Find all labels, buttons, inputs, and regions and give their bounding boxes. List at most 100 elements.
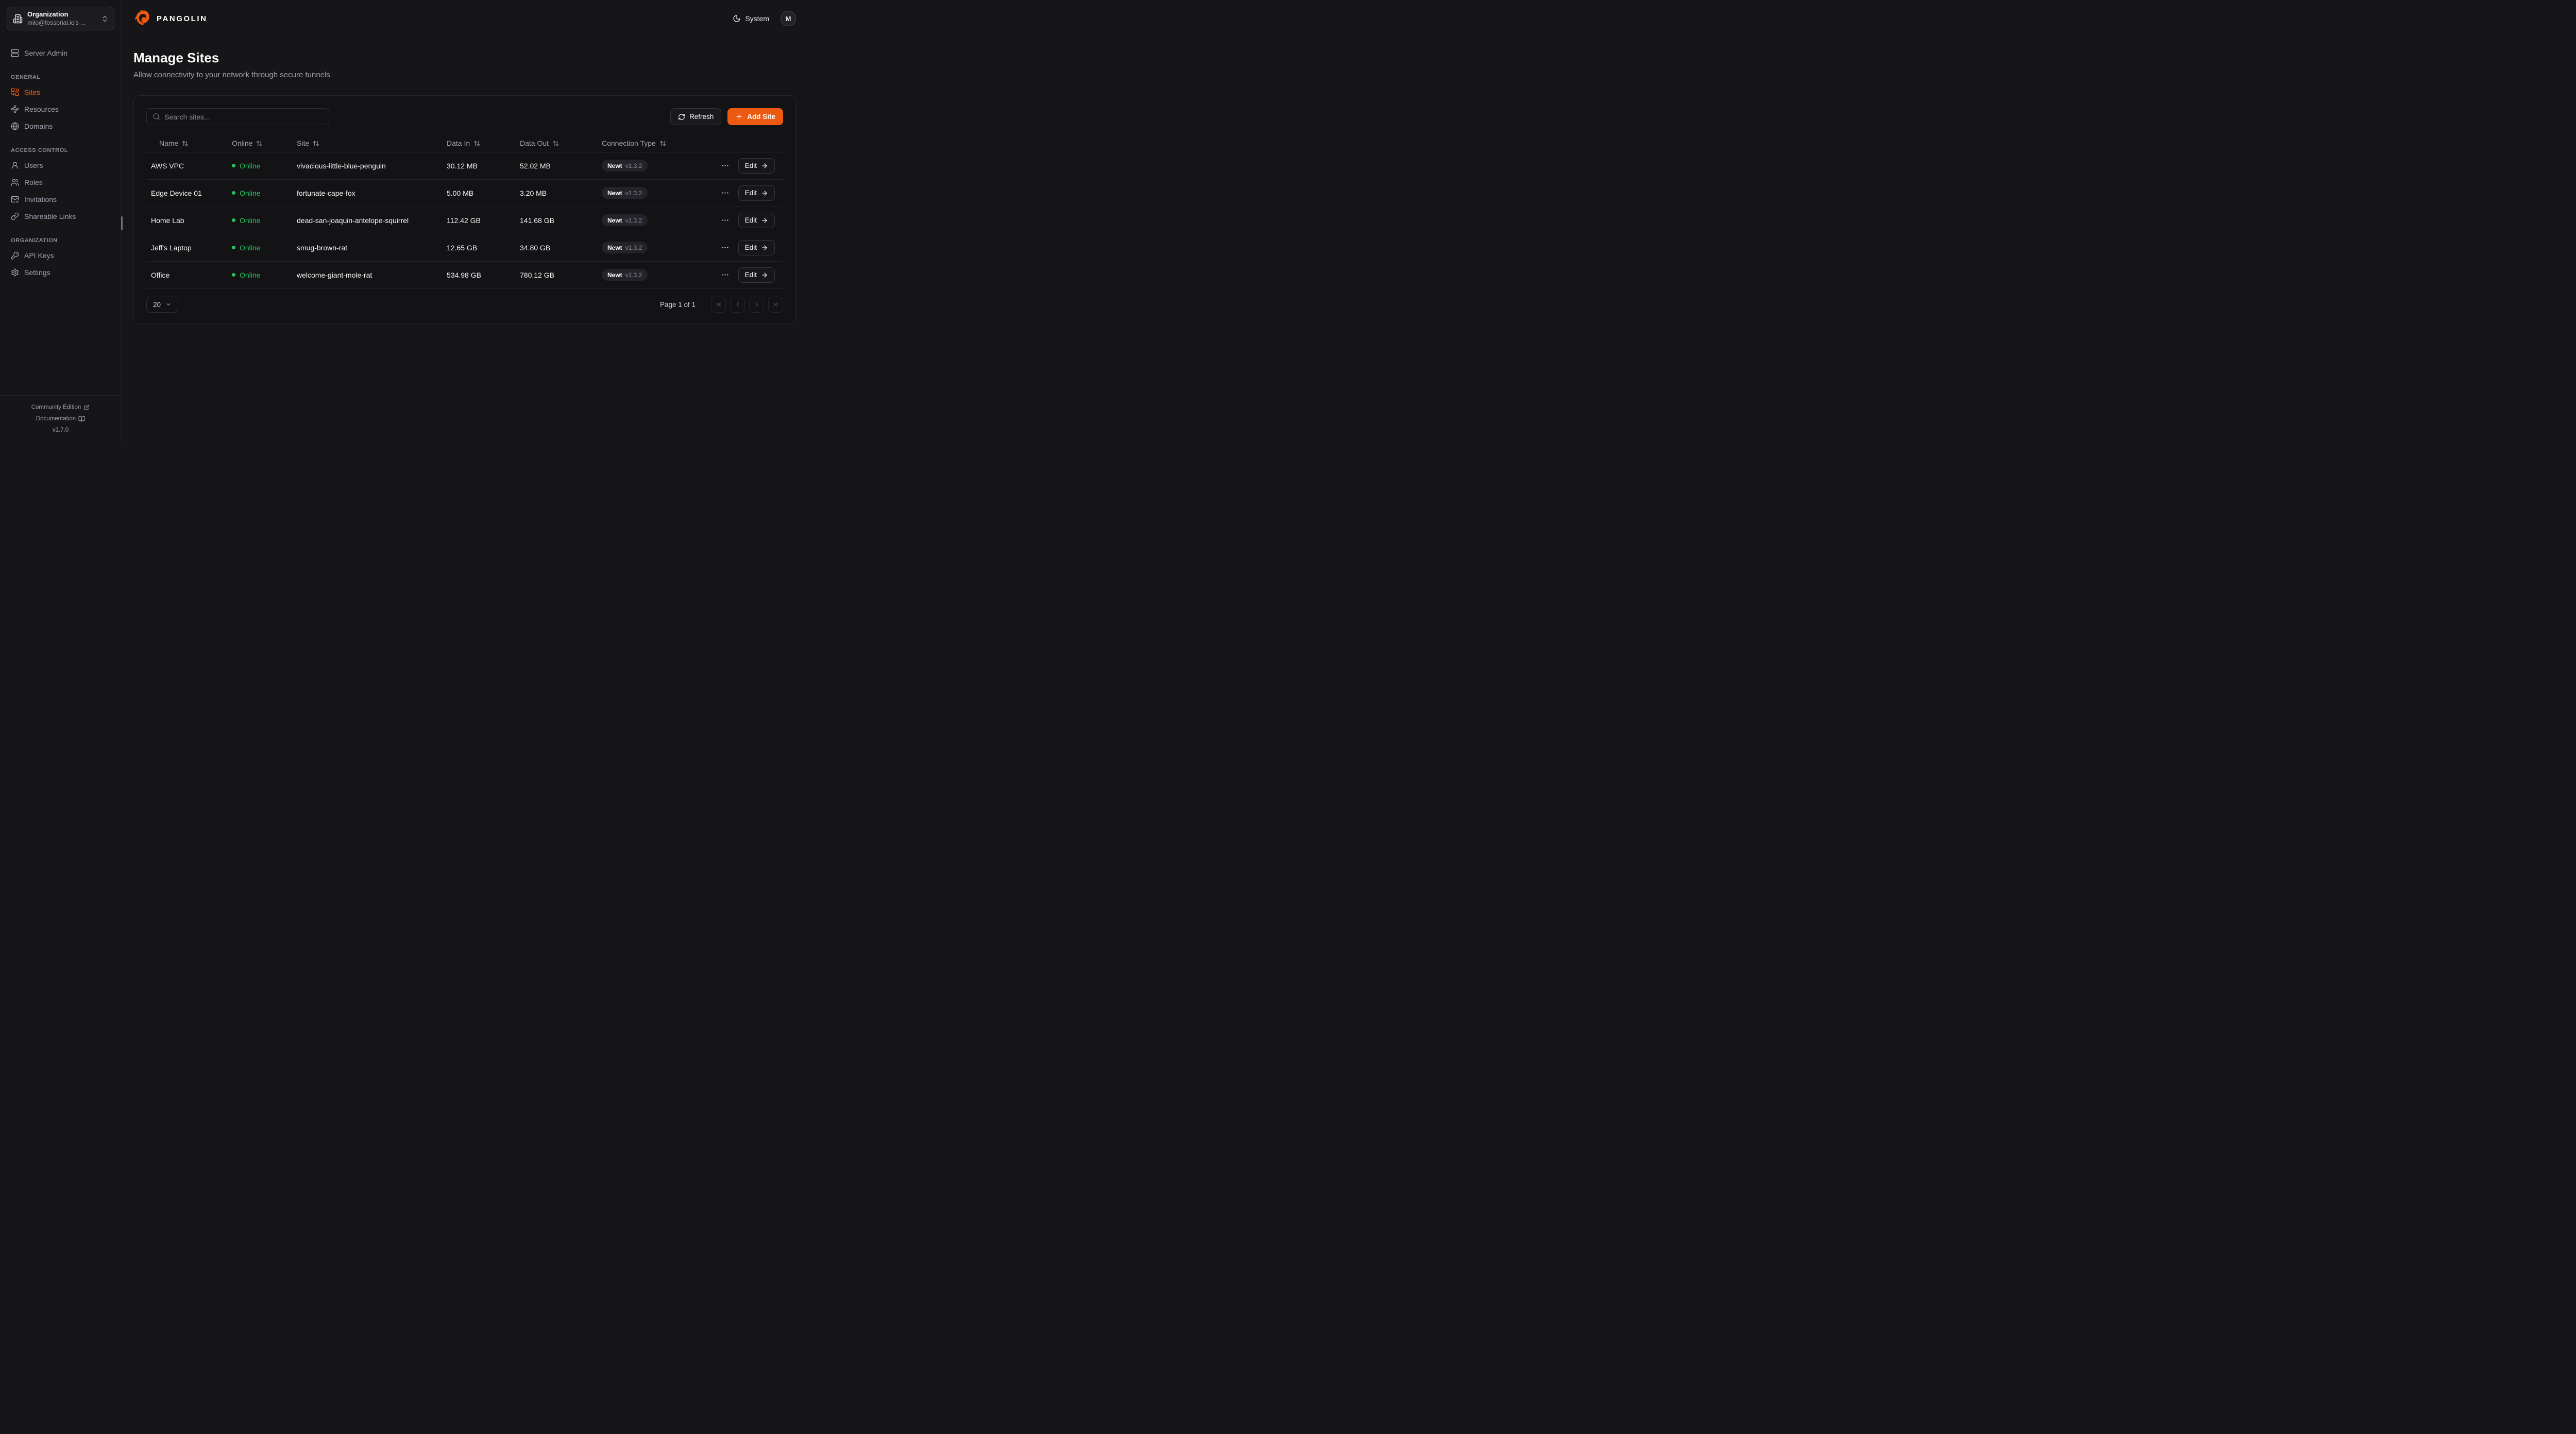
avatar[interactable]: M — [781, 11, 796, 26]
last-page-button[interactable] — [768, 296, 783, 313]
book-open-icon — [78, 416, 85, 422]
waypoints-icon — [11, 105, 19, 113]
data-in-cell: 112.42 GB — [438, 207, 512, 234]
organization-selector[interactable]: Organization milo@fossorial.io's ... — [7, 7, 114, 30]
sidebar-nav: Server Admin GENERAL Sites Resources Dom… — [0, 37, 121, 395]
row-menu-button[interactable] — [722, 241, 732, 254]
previous-page-button[interactable] — [730, 296, 745, 313]
sidebar-item-users[interactable]: Users — [7, 157, 114, 174]
data-in-cell: 12.65 GB — [438, 234, 512, 262]
table-row: Jeff's Laptop Online smug-brown-rat 12.6… — [146, 234, 783, 262]
online-dot — [232, 273, 235, 277]
sidebar-item-invitations[interactable]: Invitations — [7, 191, 114, 208]
data-in-cell: 30.12 MB — [438, 152, 512, 180]
sidebar-item-label: API Keys — [24, 251, 54, 260]
refresh-icon — [678, 113, 685, 121]
data-out-cell: 3.20 MB — [512, 179, 594, 207]
org-selector-value: milo@fossorial.io's ... — [27, 19, 86, 26]
column-header-data-out[interactable]: Data Out — [520, 139, 585, 147]
row-menu-button[interactable] — [722, 186, 732, 199]
search-input[interactable] — [164, 112, 323, 121]
sidebar-resize-handle[interactable] — [121, 216, 123, 230]
community-edition-link[interactable]: Community Edition — [31, 402, 90, 413]
edit-button[interactable]: Edit — [738, 267, 775, 283]
online-status: Online — [232, 271, 280, 279]
sidebar-item-roles[interactable]: Roles — [7, 174, 114, 191]
data-out-cell: 52.02 MB — [512, 152, 594, 180]
site-name-cell: Home Lab — [146, 207, 224, 234]
sidebar-item-label: Sites — [24, 88, 41, 96]
online-status: Online — [232, 216, 280, 225]
data-in-cell: 534.98 GB — [438, 261, 512, 289]
table-row: Edge Device 01 Online fortunate-cape-fox… — [146, 179, 783, 207]
column-header-name[interactable]: Name — [159, 139, 215, 147]
sidebar-item-domains[interactable]: Domains — [7, 117, 114, 134]
online-status: Online — [232, 162, 280, 170]
link-icon — [11, 212, 19, 220]
theme-toggle[interactable]: System — [733, 14, 769, 23]
refresh-button[interactable]: Refresh — [670, 108, 722, 125]
edit-button[interactable]: Edit — [738, 212, 775, 228]
table-header-row: Name Online Site Data In Data Out Connec… — [146, 135, 783, 152]
column-header-data-in[interactable]: Data In — [447, 139, 503, 147]
page-title: Manage Sites — [133, 50, 219, 65]
sidebar-heading-organization: ORGANIZATION — [11, 237, 58, 244]
add-site-button[interactable]: Add Site — [727, 108, 783, 125]
user-icon — [11, 161, 19, 169]
sort-icon — [256, 140, 263, 147]
online-dot — [232, 246, 235, 249]
site-name-cell: Office — [146, 261, 224, 289]
data-in-cell: 5.00 MB — [438, 179, 512, 207]
sidebar: Organization milo@fossorial.io's ... Ser… — [0, 0, 122, 443]
ellipsis-icon — [722, 243, 730, 252]
column-header-site[interactable]: Site — [297, 139, 430, 147]
first-page-button[interactable] — [711, 296, 726, 313]
site-id-cell: vivacious-little-blue-penguin — [289, 152, 438, 180]
table-row: AWS VPC Online vivacious-little-blue-pen… — [146, 152, 783, 180]
page-size-select[interactable]: 20 — [146, 296, 178, 313]
external-link-icon — [83, 404, 90, 411]
arrow-right-icon — [761, 162, 768, 169]
edit-button[interactable]: Edit — [738, 158, 775, 174]
next-page-button[interactable] — [749, 296, 764, 313]
globe-icon — [11, 122, 19, 130]
edit-button[interactable]: Edit — [738, 185, 775, 201]
documentation-link[interactable]: Documentation — [36, 413, 85, 424]
column-header-connection-type[interactable]: Connection Type — [602, 139, 714, 147]
connection-type-badge: Newt v1.3.2 — [602, 214, 648, 226]
moon-icon — [733, 14, 741, 23]
row-menu-button[interactable] — [722, 214, 732, 227]
key-icon — [11, 251, 19, 260]
users-icon — [11, 178, 19, 186]
sidebar-item-server-admin[interactable]: Server Admin — [7, 44, 114, 61]
sidebar-item-api-keys[interactable]: API Keys — [7, 247, 114, 264]
column-header-online[interactable]: Online — [232, 139, 280, 147]
site-id-cell: dead-san-joaquin-antelope-squirrel — [289, 207, 438, 234]
page-subtitle: Allow connectivity to your network throu… — [133, 71, 330, 79]
chevrons-up-down-icon — [101, 15, 109, 23]
row-menu-button[interactable] — [722, 268, 732, 281]
data-out-cell: 780.12 GB — [512, 261, 594, 289]
pagination: 20 Page 1 of 1 — [146, 296, 783, 313]
sidebar-item-sites[interactable]: Sites — [7, 83, 114, 100]
ellipsis-icon — [722, 161, 730, 170]
sidebar-heading-access-control: ACCESS CONTROL — [11, 147, 68, 153]
data-out-cell: 34.80 GB — [512, 234, 594, 262]
sidebar-item-label: Roles — [24, 178, 43, 186]
chevron-down-icon — [165, 301, 172, 308]
edit-button[interactable]: Edit — [738, 240, 775, 255]
sidebar-item-resources[interactable]: Resources — [7, 100, 114, 117]
sidebar-item-shareable-links[interactable]: Shareable Links — [7, 208, 114, 225]
sort-icon — [473, 140, 480, 147]
site-id-cell: smug-brown-rat — [289, 234, 438, 262]
row-menu-button[interactable] — [722, 159, 732, 172]
sidebar-item-label: Invitations — [24, 195, 57, 203]
brand: PANGOLIN — [133, 9, 207, 28]
sidebar-footer: Community Edition Documentation v1.7.0 — [0, 395, 121, 443]
ellipsis-icon — [722, 216, 730, 225]
plus-icon — [735, 113, 743, 121]
sidebar-item-settings[interactable]: Settings — [7, 264, 114, 281]
arrow-right-icon — [761, 190, 768, 197]
connection-type-badge: Newt v1.3.2 — [602, 160, 648, 172]
sort-icon — [659, 140, 666, 147]
